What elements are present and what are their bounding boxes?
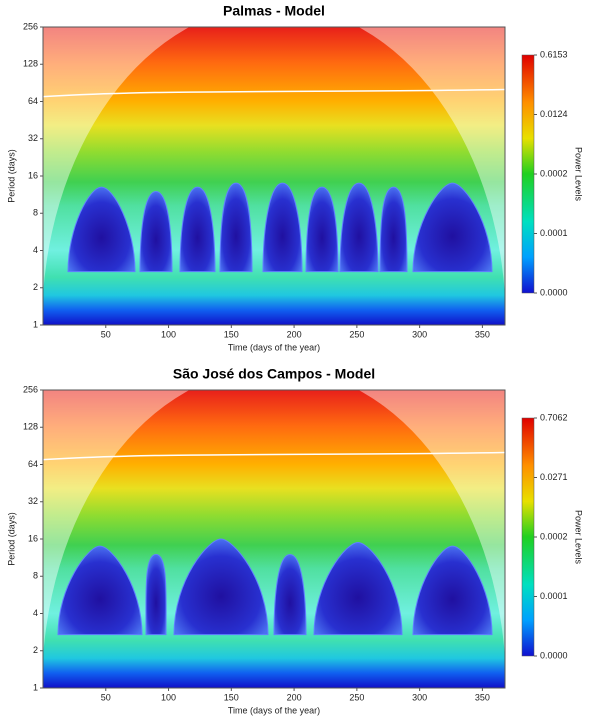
y-tick-label: 32 [28,133,38,143]
blobs [67,182,493,273]
low-power-region [139,190,173,273]
blobs [57,538,493,636]
x-tick-label: 350 [475,692,490,702]
colorbar [521,54,535,294]
colorbar-label: 0.6153 [540,49,568,59]
x-axis-label: Time (days of the year) [228,342,320,352]
x-tick-label: 250 [349,329,364,339]
x-tick-label: 200 [287,329,302,339]
chart-title: Palmas - Model [223,3,325,19]
y-tick-label: 32 [28,496,38,506]
y-tick-label: 128 [23,422,38,432]
low-power-region [305,186,339,273]
y-tick-label: 16 [28,533,38,543]
y-tick-label: 4 [33,608,38,618]
contour [43,88,505,98]
colorbar-label: 0.0001 [540,228,568,238]
y-tick-label: 4 [33,245,38,255]
heatmap-field [43,27,505,325]
colorbar [521,417,535,657]
chart-title: São José dos Campos - Model [173,366,375,382]
y-tick-label: 64 [28,96,38,106]
low-power-region [57,545,143,636]
y-tick-label: 256 [23,21,38,31]
x-tick-label: 100 [161,329,176,339]
colorbar-label: 0.0124 [540,109,568,119]
y-tick-label: 2 [33,282,38,292]
colorbar-label: 0.0002 [540,168,568,178]
low-power-region [339,182,379,273]
low-power-region [173,538,269,636]
x-tick-label: 150 [224,329,239,339]
x-tick-label: 200 [287,692,302,702]
low-power-region [219,182,253,273]
y-tick-label: 128 [23,59,38,69]
x-tick-label: 50 [101,329,111,339]
colorbar-label: 0.0001 [540,591,568,601]
x-tick-label: 100 [161,692,176,702]
y-tick-label: 8 [33,571,38,581]
colorbar-label: 0.0000 [540,650,568,660]
y-axis-label: Period (days) [6,149,16,203]
y-tick-label: 64 [28,459,38,469]
low-power-region [145,553,167,636]
colorbar-label: 0.7062 [540,412,568,422]
low-power-region [179,186,216,273]
colorbar-title: Power Levels [574,510,584,565]
heatmap-field [43,390,505,688]
low-power-region [412,182,493,273]
low-power-region [67,186,136,273]
x-tick-label: 300 [412,329,427,339]
y-tick-label: 256 [23,384,38,394]
y-tick-label: 16 [28,170,38,180]
contour [43,451,505,461]
colorbar-title: Power Levels [574,147,584,202]
cone-of-influence [43,390,505,688]
panel: São José dos Campos - Model 1 2 4 8 16 32 64 128… [6,366,583,716]
low-power-region [262,182,303,273]
cone-of-influence [43,27,505,325]
y-tick-label: 8 [33,208,38,218]
low-power-region [313,541,403,636]
low-power-region [412,545,493,636]
x-tick-label: 50 [101,692,111,702]
colorbar-label: 0.0002 [540,531,568,541]
low-power-region [273,553,307,636]
y-tick-label: 2 [33,645,38,655]
low-power-region [379,186,408,273]
panel: Palmas - Model 1 2 4 8 16 32 64 128 256 50 100 150 20… [6,3,583,353]
x-axis-label: Time (days of the year) [228,705,320,715]
colorbar-label: 0.0000 [540,287,568,297]
x-tick-label: 300 [412,692,427,702]
x-tick-label: 250 [349,692,364,702]
y-tick-label: 1 [33,682,38,692]
y-axis-label: Period (days) [6,512,16,566]
x-tick-label: 150 [224,692,239,702]
x-tick-label: 350 [475,329,490,339]
y-tick-label: 1 [33,319,38,329]
colorbar-label: 0.0271 [540,472,568,482]
